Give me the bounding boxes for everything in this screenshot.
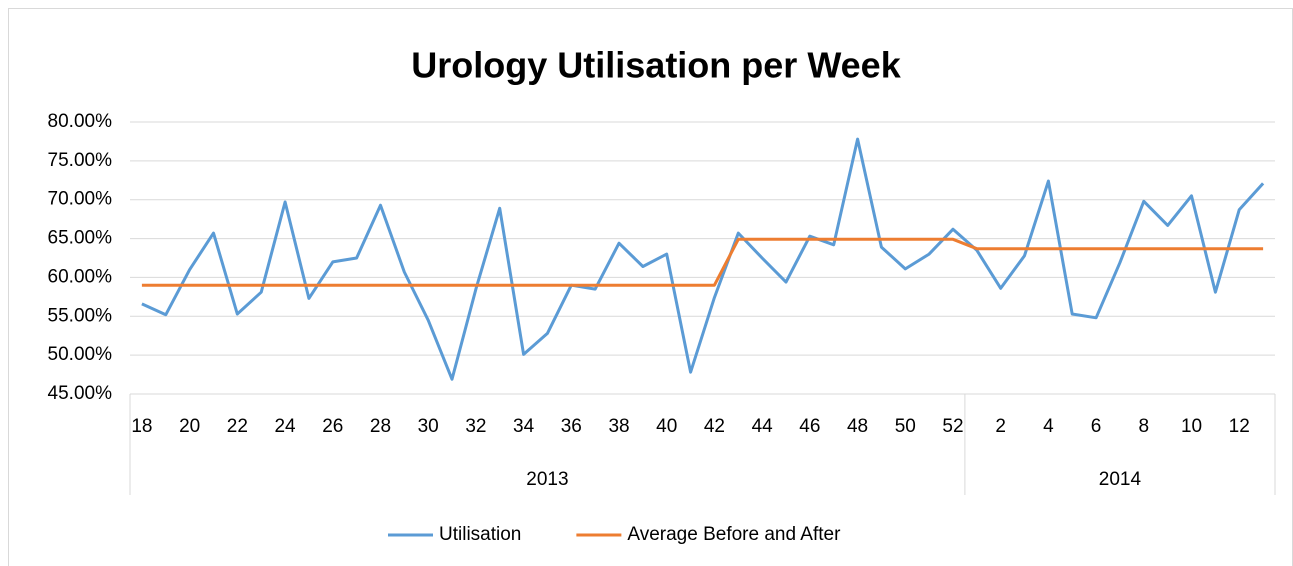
x-tick-label: 38 bbox=[608, 416, 629, 437]
y-tick-label: 50.00% bbox=[48, 344, 113, 365]
x-tick-label: 28 bbox=[370, 416, 391, 437]
x-tick-label: 8 bbox=[1139, 416, 1150, 437]
x-tick-label: 36 bbox=[561, 416, 582, 437]
y-tick-label: 55.00% bbox=[48, 305, 113, 326]
legend-label: Average Before and After bbox=[627, 524, 841, 545]
y-tick-label: 60.00% bbox=[48, 266, 113, 287]
x-tick-label: 20 bbox=[179, 416, 200, 437]
x-tick-label: 2 bbox=[995, 416, 1006, 437]
x-tick-label: 34 bbox=[513, 416, 535, 437]
chart-title: Urology Utilisation per Week bbox=[411, 45, 901, 86]
group-label: 2014 bbox=[1099, 469, 1142, 490]
x-tick-label: 46 bbox=[799, 416, 820, 437]
group-label: 2013 bbox=[526, 469, 568, 490]
x-tick-label: 18 bbox=[131, 416, 152, 437]
y-tick-label: 65.00% bbox=[48, 228, 113, 249]
x-tick-label: 26 bbox=[322, 416, 343, 437]
x-tick-label: 4 bbox=[1043, 416, 1054, 437]
x-tick-label: 6 bbox=[1091, 416, 1102, 437]
x-tick-label: 32 bbox=[465, 416, 486, 437]
chart-border bbox=[8, 8, 1293, 566]
y-tick-label: 80.00% bbox=[48, 111, 113, 132]
x-tick-label: 44 bbox=[752, 416, 774, 437]
x-tick-label: 42 bbox=[704, 416, 725, 437]
y-tick-label: 75.00% bbox=[48, 150, 113, 171]
series-line bbox=[141, 137, 1265, 381]
x-tick-label: 50 bbox=[895, 416, 916, 437]
legend-label: Utilisation bbox=[439, 524, 521, 545]
x-tick-label: 12 bbox=[1229, 416, 1250, 437]
x-tick-label: 10 bbox=[1181, 416, 1202, 437]
y-tick-label: 70.00% bbox=[48, 189, 113, 210]
x-tick-label: 40 bbox=[656, 416, 677, 437]
x-tick-label: 48 bbox=[847, 416, 868, 437]
x-tick-label: 30 bbox=[418, 416, 439, 437]
x-tick-label: 22 bbox=[227, 416, 248, 437]
y-tick-label: 45.00% bbox=[48, 383, 113, 404]
series-line bbox=[141, 237, 1264, 287]
x-tick-label: 52 bbox=[942, 416, 963, 437]
x-tick-label: 24 bbox=[274, 416, 296, 437]
